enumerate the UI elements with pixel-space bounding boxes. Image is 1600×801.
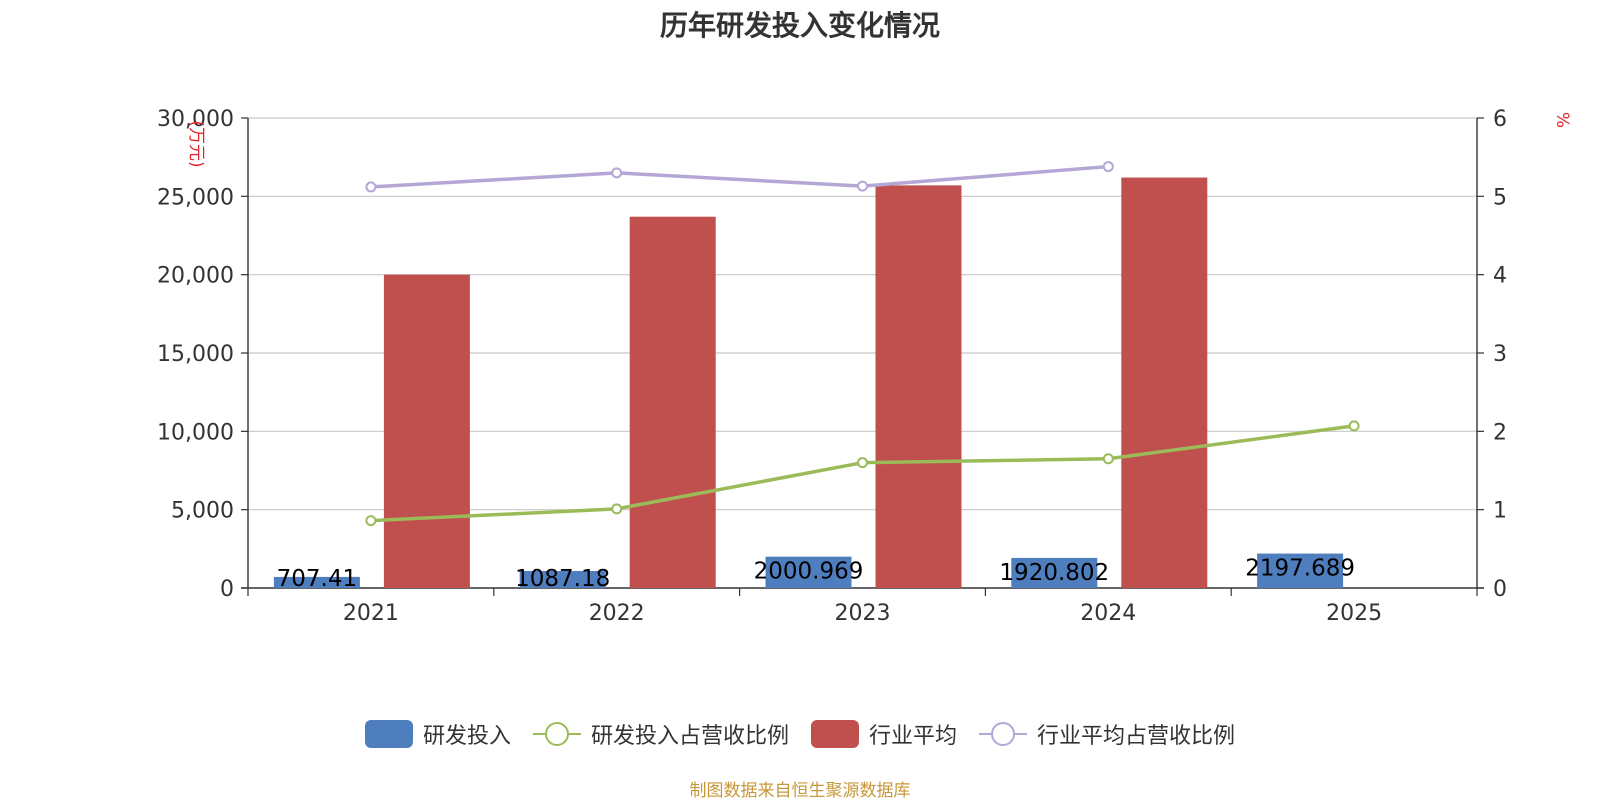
rd-ratio-point bbox=[611, 503, 623, 515]
y-left-tick-label: 15,000 bbox=[157, 342, 234, 367]
bar-rd-data-label: 1920.802 bbox=[999, 560, 1109, 586]
x-tick-label: 2022 bbox=[589, 601, 645, 626]
y-left-tick-label: 10,000 bbox=[157, 420, 234, 445]
bar-rd bbox=[273, 576, 360, 588]
bar-industry bbox=[629, 216, 716, 588]
y-left-unit: (万元) bbox=[186, 120, 206, 167]
y-right-tick-label: 6 bbox=[1493, 107, 1507, 132]
bar-industry bbox=[1121, 177, 1208, 589]
y-right-tick-label: 1 bbox=[1493, 499, 1507, 524]
x-tick-label: 2025 bbox=[1326, 601, 1382, 626]
chart-canvas: 0 5,000 10,000 15,000 20,000 25,000 30,000 0 1 2 3… bbox=[157, 107, 1572, 626]
legend-item-rd[interactable]: 研发投入 bbox=[364, 718, 511, 750]
industry-ratio-point bbox=[365, 181, 377, 193]
chart-title: 历年研发投入变化情况 bbox=[659, 9, 940, 42]
industry-ratio-point bbox=[857, 180, 868, 192]
legend-swatch-industry bbox=[811, 720, 859, 748]
rd-ratio-point bbox=[1102, 453, 1114, 465]
y-right-tick-label: 4 bbox=[1493, 264, 1507, 289]
y-right-tick-label: 5 bbox=[1493, 185, 1507, 210]
bar-industry bbox=[875, 185, 962, 588]
y-right-tick-label: 0 bbox=[1493, 577, 1507, 602]
x-tick-label: 2024 bbox=[1080, 601, 1136, 626]
rd-ratio-point bbox=[857, 457, 868, 469]
legend-item-industry-ratio[interactable]: 行业平均占营收比例 bbox=[979, 718, 1235, 750]
bar-rd-data-label: 2000.969 bbox=[754, 559, 864, 585]
rd-ratio-point bbox=[1348, 420, 1360, 432]
y-left-tick-label: 30,000 bbox=[157, 107, 234, 132]
x-tick-label: 2021 bbox=[343, 601, 399, 626]
y-right-unit: % bbox=[1552, 112, 1572, 128]
source-note: 制图数据来自恒生聚源数据库 bbox=[689, 781, 911, 801]
bar-rd-data-label: 2197.689 bbox=[1245, 556, 1355, 582]
y-right-tick-label: 2 bbox=[1493, 420, 1507, 445]
y-left-tick-label: 5,000 bbox=[171, 499, 234, 524]
legend-label-industry-ratio: 行业平均占营收比例 bbox=[1037, 724, 1236, 749]
bar-rd bbox=[1011, 557, 1098, 588]
industry-ratio-point bbox=[611, 167, 623, 179]
bar-rd bbox=[765, 556, 852, 588]
y-right-tick-label: 3 bbox=[1493, 342, 1507, 367]
rd-ratio-point bbox=[365, 515, 377, 527]
y-left-tick-label: 0 bbox=[220, 577, 234, 602]
bar-rd-data-label: 707.41 bbox=[277, 566, 357, 592]
bar-rd-data-label: 1087.18 bbox=[515, 566, 610, 592]
y-left-tick-label: 20,000 bbox=[157, 264, 234, 289]
legend-item-industry[interactable]: 行业平均 bbox=[811, 718, 957, 750]
bar-industry bbox=[383, 274, 470, 588]
bar-rd bbox=[519, 570, 606, 588]
legend-swatch-rd bbox=[364, 720, 413, 748]
legend-label-industry: 行业平均 bbox=[869, 724, 958, 749]
legend-label-rd: 研发投入 bbox=[422, 724, 511, 749]
x-tick-label: 2023 bbox=[835, 601, 891, 626]
legend-swatch-industry-ratio bbox=[979, 720, 1028, 748]
legend-label-rd-ratio: 研发投入占营收比例 bbox=[590, 724, 789, 749]
legend-swatch-rd-ratio bbox=[532, 720, 581, 748]
chart-legend: 研发投入 研发投入占营收比例 行业平均 行业平均占营收比例 bbox=[0, 716, 1600, 752]
bar-rd bbox=[1257, 553, 1344, 588]
y-left-tick-label: 25,000 bbox=[157, 185, 234, 210]
industry-ratio-point bbox=[1102, 161, 1114, 173]
industry-ratio-line bbox=[370, 164, 1109, 189]
legend-item-rd-ratio[interactable]: 研发投入占营收比例 bbox=[532, 718, 789, 750]
